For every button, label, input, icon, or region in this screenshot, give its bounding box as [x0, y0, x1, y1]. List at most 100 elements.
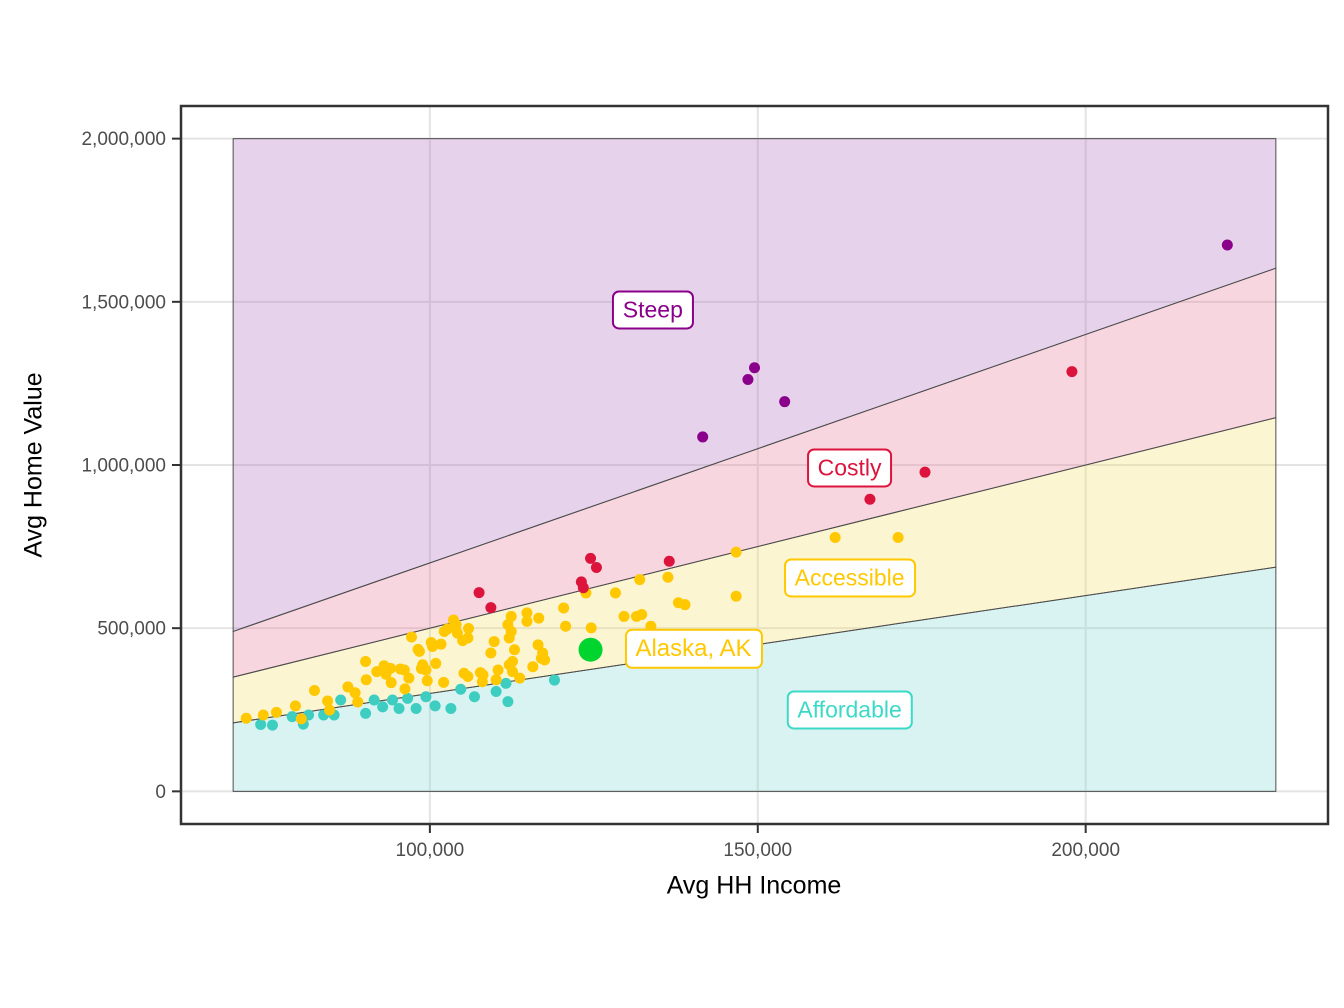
affordable-point [368, 694, 380, 706]
x-tick-label: 100,000 [396, 840, 465, 861]
costly-point [473, 587, 485, 599]
accessible-point [398, 664, 410, 676]
accessible-point [634, 574, 646, 586]
accessible-point [618, 610, 630, 622]
accessible-point [539, 654, 551, 666]
costly-point [663, 555, 675, 567]
accessible-point [463, 623, 475, 635]
accessible-point [413, 645, 425, 657]
accessible-point [427, 640, 439, 652]
accessible-point [322, 695, 334, 707]
accessible-point [360, 655, 372, 667]
accessible-point [421, 675, 433, 687]
panel-border [179, 104, 1330, 826]
affordable-point [490, 685, 502, 697]
accessible-point [527, 661, 539, 673]
affordable-point [360, 707, 372, 719]
accessible-point [532, 639, 544, 651]
accessible-point [521, 615, 533, 627]
accessible-point [385, 662, 397, 674]
accessible-point [533, 612, 545, 624]
accessible-point [585, 622, 597, 634]
affordable-point [377, 701, 389, 713]
affordable-point [402, 692, 414, 704]
accessible-point [609, 587, 621, 599]
accessible-point [490, 674, 502, 686]
costly-point [590, 561, 602, 573]
accessible-point [450, 619, 462, 631]
accessible-point [505, 610, 517, 622]
accessible-point [462, 632, 474, 644]
costly-point [1066, 366, 1078, 378]
region-label-costly: Costly [806, 448, 893, 488]
affordable-point [455, 683, 467, 695]
accessible-point [295, 713, 307, 725]
accessible-point [730, 546, 742, 558]
accessible-point [352, 696, 364, 708]
affordable-point [266, 719, 278, 731]
y-tick-label: 2,000,000 [81, 129, 166, 150]
accessible-point [505, 625, 517, 637]
affordable-point [548, 674, 560, 686]
accessible-point [403, 672, 415, 684]
accessible-point [406, 631, 418, 643]
accessible-point [385, 677, 397, 689]
highlight-point [578, 637, 603, 662]
y-tick-label: 0 [155, 782, 166, 803]
affordable-point [286, 711, 298, 723]
costly-point [577, 582, 589, 594]
accessible-point [462, 670, 474, 682]
accessible-point [257, 709, 269, 721]
accessible-point [420, 664, 432, 676]
accessible-point [360, 674, 372, 686]
accessible-point [492, 664, 504, 676]
accessible-point [558, 602, 570, 614]
accessible-point [430, 657, 442, 669]
affordable-point [393, 702, 405, 714]
y-tick-label: 500,000 [97, 619, 166, 640]
affordable-point [500, 677, 512, 689]
y-tick-label: 1,000,000 [81, 456, 166, 477]
affordable-point [429, 700, 441, 712]
accessible-point [514, 672, 526, 684]
highlight-label: Alaska, AK [624, 628, 763, 669]
affordable-point [502, 696, 514, 708]
affordable-point [468, 691, 480, 703]
accessible-point [507, 666, 519, 678]
region-label-affordable: Affordable [786, 690, 913, 730]
accessible-point [485, 647, 497, 659]
accessible-point [438, 676, 450, 688]
accessible-point [308, 685, 320, 697]
accessible-point [270, 706, 282, 718]
region-steep [232, 138, 1277, 633]
accessible-point [662, 571, 674, 583]
accessible-point [442, 623, 454, 635]
costly-point [485, 602, 497, 614]
x-tick-label: 200,000 [1051, 840, 1120, 861]
costly-point [585, 552, 597, 564]
region-label-accessible: Accessible [783, 558, 916, 598]
affordable-point [255, 718, 267, 730]
y-tick-label: 1,500,000 [81, 292, 166, 313]
steep-point [742, 373, 754, 385]
accessible-point [349, 687, 361, 699]
region-label-steep: Steep [611, 290, 694, 330]
accessible-point [324, 704, 336, 716]
accessible-point [560, 620, 572, 632]
accessible-point [435, 638, 447, 650]
affordable-point [410, 702, 422, 714]
steep-point [779, 396, 791, 408]
accessible-point [507, 655, 519, 667]
y-axis-title: Avg Home Value [19, 372, 48, 558]
accessible-point [892, 531, 904, 543]
steep-point [1221, 239, 1233, 251]
accessible-point [829, 531, 841, 543]
accessible-point [477, 669, 489, 681]
x-axis-title: Avg HH Income [666, 871, 842, 900]
affordable-point [420, 691, 432, 703]
accessible-point [399, 683, 411, 695]
steep-point [697, 431, 709, 443]
accessible-point [730, 590, 742, 602]
